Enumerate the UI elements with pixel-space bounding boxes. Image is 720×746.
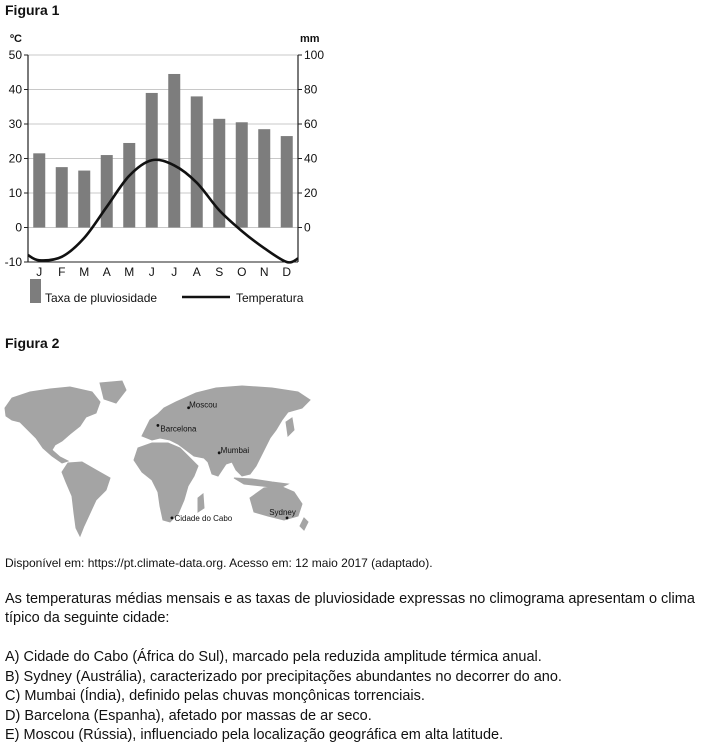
city-label: Sydney [269,508,296,517]
x-tick-label: S [215,265,223,279]
y-tick-right-label: 40 [304,152,318,166]
legend-rainfall-label: Taxa de pluviosidade [45,291,157,305]
y-tick-left-label: -10 [5,255,23,269]
answer-options: A) Cidade do Cabo (África do Sul), marca… [5,648,715,746]
y-tick-left-label: 50 [9,48,23,62]
city-dot [156,424,160,427]
option-b[interactable]: B) Sydney (Austrália), caracterizado por… [5,668,562,685]
x-tick-label: A [103,265,111,279]
figure-1-label: Figura 1 [5,2,60,18]
option-d[interactable]: D) Barcelona (Espanha), afetado por mass… [5,707,372,724]
world-map: Moscou Barcelona Mumbai Cidade do Cabo Sydne… [4,380,311,538]
rainfall-bar [280,136,293,228]
temperature-line [27,158,299,264]
x-tick-label: J [149,265,155,279]
rainfall-bar [235,122,248,228]
world-landmasses [4,380,311,538]
x-tick-label: O [237,265,246,279]
city-label: Cidade do Cabo [174,514,232,523]
x-tick-label: M [124,265,134,279]
question-text: As temperaturas médias mensais e as taxa… [5,591,695,626]
landmass-south-america [61,461,111,538]
legend-rainfall-swatch [30,279,41,303]
x-tick-label: D [282,265,291,279]
city-dot [285,516,289,520]
y-tick-left-label: 40 [9,83,23,97]
rainfall-bar [213,118,226,228]
legend-temperature-label: Temperatura [236,291,304,305]
rainfall-bar [100,155,113,228]
city-label: Moscou [189,401,217,410]
rainfall-bar [123,142,136,228]
x-tick-label: F [58,265,65,279]
x-tick-label: J [171,265,177,279]
landmass-madagascar [197,493,205,513]
y-tick-right-label: 80 [304,83,318,97]
landmass-indonesia [233,477,290,489]
option-a[interactable]: A) Cidade do Cabo (África do Sul), marca… [5,649,542,665]
city-dot [217,451,221,455]
x-tick-label: J [36,265,42,279]
y-tick-left-label: 10 [9,186,23,200]
y-tick-left-label: 30 [9,117,23,131]
city-label: Barcelona [160,424,197,433]
y-tick-right-label: 100 [304,48,324,62]
rainfall-bar [78,170,91,228]
rainfall-bar [33,153,46,228]
figure-2-label: Figura 2 [5,335,60,351]
y-tick-right-label: 0 [304,221,311,235]
y-axis-right-label: mm [300,33,320,45]
y-tick-right-label: 60 [304,117,318,131]
option-e[interactable]: E) Moscou (Rússia), influenciado pela lo… [5,727,504,743]
x-tick-label: N [260,265,269,279]
landmass-japan [285,417,295,438]
landmass-greenland [99,380,127,404]
rainfall-bar [168,73,181,228]
city-label: Mumbai [221,446,250,455]
option-c[interactable]: C) Mumbai (Índia), definido pelas chuvas… [5,688,425,704]
city-dot [187,406,190,410]
y-axis-left-label: ºC [10,33,22,45]
landmass-africa [133,442,199,523]
landmass-new-zealand [299,517,309,531]
landmass-australia [249,485,303,521]
city-markers: Moscou Barcelona Mumbai Cidade do Cabo Sydne… [156,401,296,523]
rainfall-bar [55,167,68,228]
x-tick-label: A [193,265,201,279]
city-dot [170,516,174,520]
source-citation: Disponível em: https://pt.climate-data.o… [5,556,433,570]
landmass-north-america [4,386,101,464]
rainfall-bar [190,96,203,228]
rainfall-bar [258,129,271,228]
y-tick-right-label: 20 [304,186,318,200]
y-tick-left-label: 0 [15,221,22,235]
x-tick-label: M [79,265,89,279]
y-tick-left-label: 20 [9,152,23,166]
landmass-eurasia [141,385,311,477]
